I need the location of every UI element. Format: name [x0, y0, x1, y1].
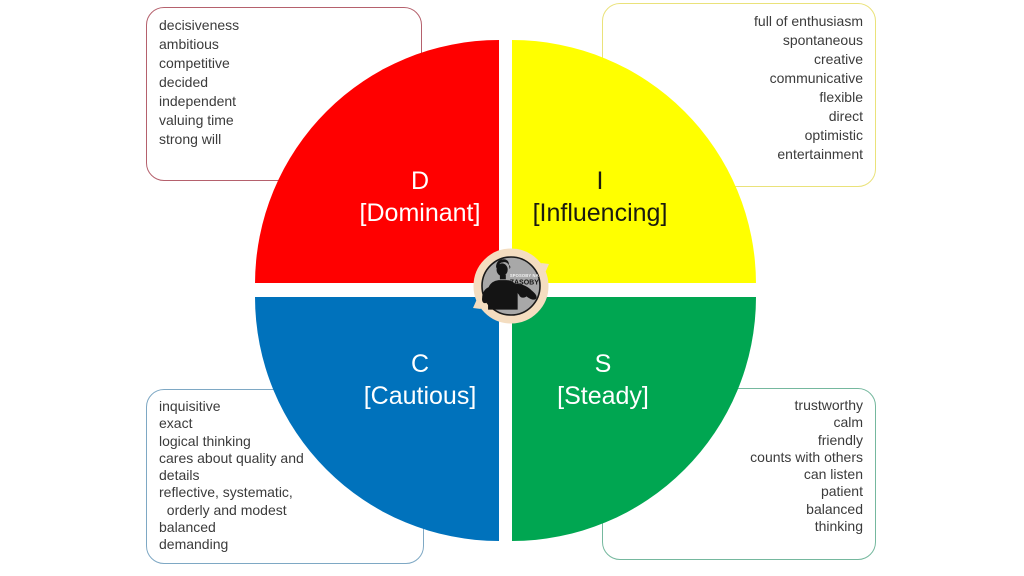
svg-text:SPOSOBY NA: SPOSOBY NA [510, 273, 539, 278]
svg-text:ZASOBY: ZASOBY [510, 280, 540, 287]
